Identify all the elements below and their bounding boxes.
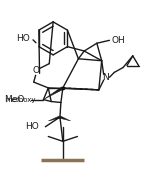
Text: MeO: MeO [4,95,24,104]
Polygon shape [43,87,64,100]
Text: HO: HO [25,122,39,131]
Polygon shape [59,116,71,121]
Text: O: O [32,66,39,75]
Text: N: N [102,73,109,82]
Text: methoxy: methoxy [6,97,36,103]
Polygon shape [48,116,60,121]
Text: HO: HO [16,34,30,43]
Text: OH: OH [111,36,125,45]
